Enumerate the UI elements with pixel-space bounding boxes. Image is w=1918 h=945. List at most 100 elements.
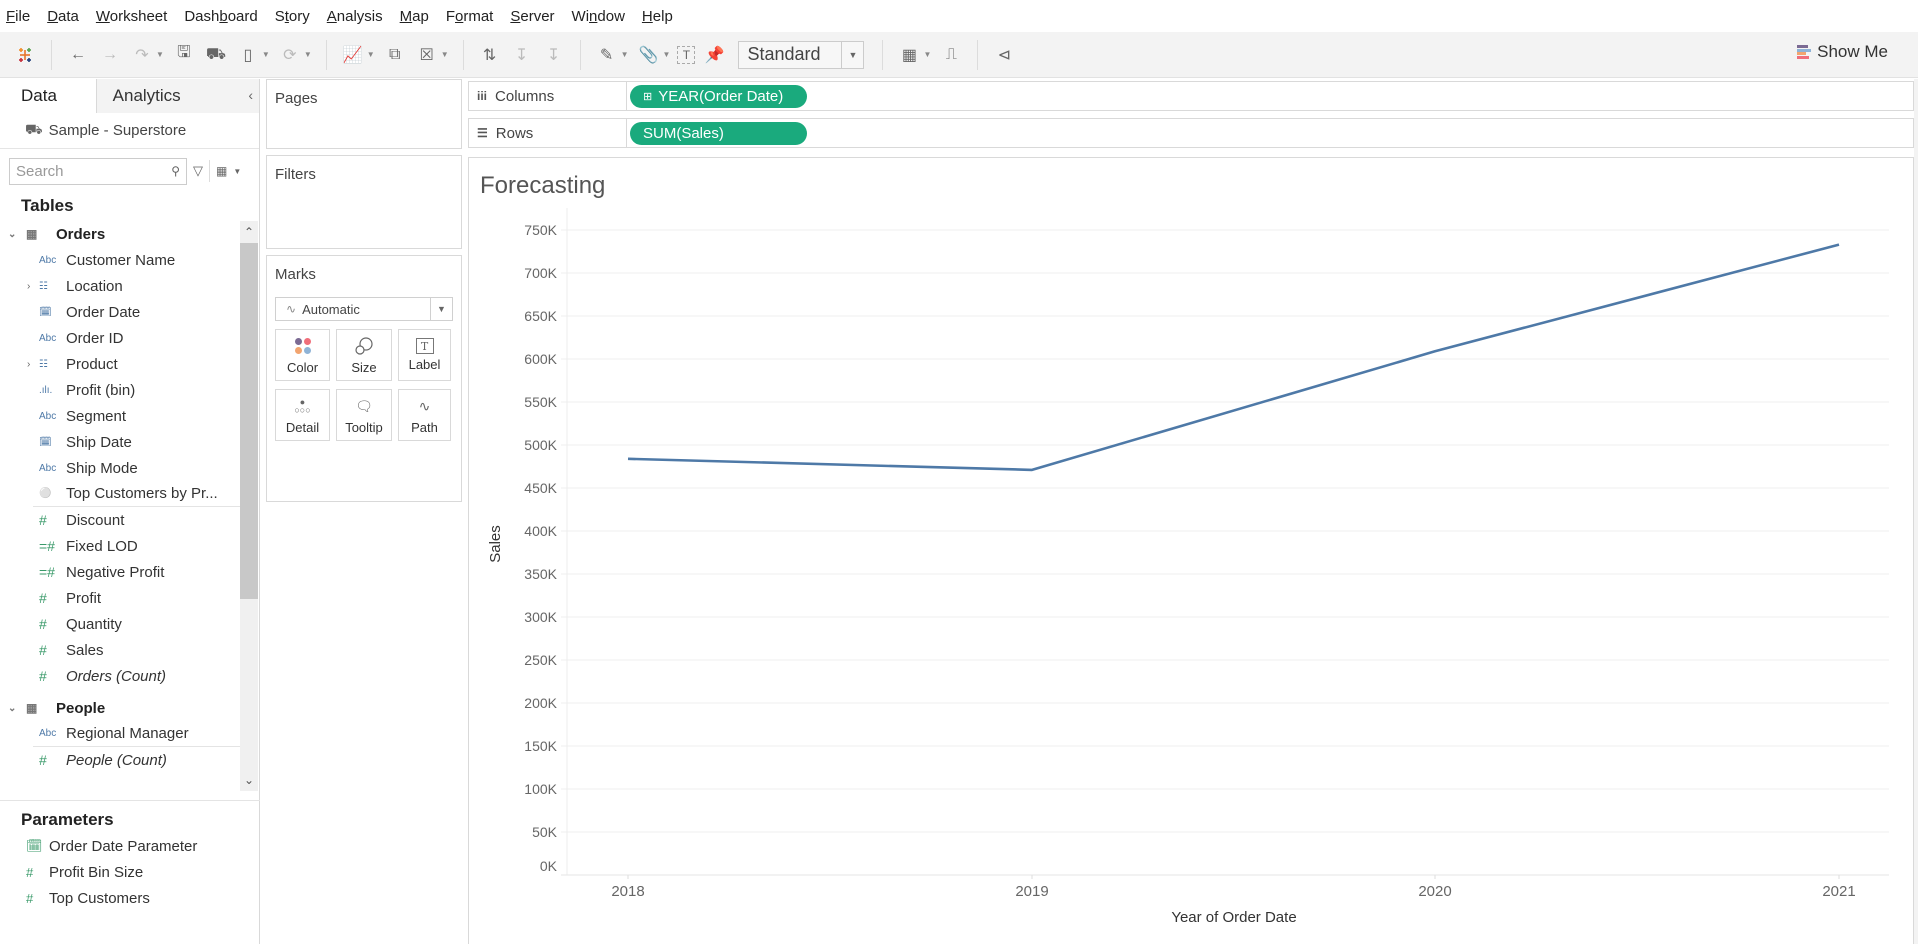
new-worksheet-icon[interactable]: 📈 — [342, 46, 363, 64]
menu-format[interactable]: Format — [445, 7, 494, 25]
field-item[interactable]: # Quantity — [0, 611, 240, 637]
scroll-thumb[interactable] — [240, 243, 258, 599]
refresh-dropdown-icon[interactable]: ▼ — [303, 50, 312, 59]
sort-ascending-icon[interactable]: ↧ — [514, 46, 529, 64]
field-item[interactable]: # People (Count) — [0, 747, 240, 773]
group-dropdown-icon[interactable]: ▼ — [662, 50, 671, 59]
menu-file[interactable]: File — [6, 7, 31, 25]
table-orders[interactable]: ⌄ ▦ Orders — [0, 221, 240, 247]
menu-map[interactable]: Map — [399, 7, 429, 25]
field-list-scrollbar[interactable]: ⌃ ⌄ — [240, 221, 258, 791]
chevron-right-icon[interactable]: › — [27, 358, 31, 370]
collapse-pane-icon[interactable]: ‹ — [248, 87, 253, 103]
mark-type-select[interactable]: ∿ Automatic ▼ — [275, 297, 453, 321]
view-list-icon[interactable]: ▦ — [216, 164, 228, 178]
label-button[interactable]: T Label — [398, 329, 451, 381]
menu-worksheet[interactable]: Worksheet — [95, 7, 168, 25]
new-worksheet-dropdown-icon[interactable]: ▼ — [366, 50, 375, 59]
field-item[interactable]: Abc Ship Mode — [0, 455, 240, 481]
viz-canvas[interactable]: Forecasting 0K 50K 100K 150K 200K 250K 300K 350… — [468, 157, 1914, 944]
undo-icon[interactable]: ← — [70, 45, 86, 63]
size-button[interactable]: Size — [336, 329, 392, 381]
menu-dashboard[interactable]: Dashboard — [184, 7, 258, 25]
clear-dropdown-icon[interactable]: ▼ — [440, 50, 449, 59]
tooltip-button[interactable]: 🗨 Tooltip — [336, 389, 392, 441]
swap-rows-columns-icon[interactable]: ⇅ — [482, 46, 497, 64]
highlight-icon[interactable]: ✎ — [599, 46, 614, 64]
rows-shelf[interactable]: ☰ Rows SUM(Sales) — [468, 118, 1914, 148]
menu-server[interactable]: Server — [510, 7, 555, 25]
duplicate-sheet-icon[interactable]: ⧉ — [388, 45, 401, 63]
expand-plus-icon[interactable]: ⊞ — [643, 90, 653, 103]
save-icon[interactable]: 🖫 — [177, 44, 191, 61]
share-icon[interactable]: ⊲ — [997, 46, 1012, 64]
field-item[interactable]: ⚪ Top Customers by Pr... — [33, 481, 240, 507]
datasource-item[interactable]: ⛟ Sample - Superstore — [0, 113, 259, 149]
chevron-down-icon[interactable]: ⌄ — [8, 702, 17, 714]
tab-analytics[interactable]: Analytics — [95, 79, 259, 113]
color-button[interactable]: Color — [275, 329, 330, 381]
sort-descending-icon[interactable]: ↧ — [546, 46, 561, 64]
parameter-item[interactable]: # Top Customers — [0, 885, 260, 911]
columns-shelf[interactable]: iii Columns ⊞ YEAR(Order Date) — [468, 81, 1914, 111]
tab-data[interactable]: Data — [0, 79, 96, 113]
scroll-down-icon[interactable]: ⌄ — [243, 773, 255, 787]
replay-dropdown-icon[interactable]: ▼ — [156, 50, 164, 59]
pause-updates-icon[interactable]: ▯ — [243, 46, 253, 64]
sales-line[interactable] — [627, 243, 1840, 472]
group-members-icon[interactable]: 📎 — [638, 46, 659, 64]
search-input[interactable]: Search ⚲ — [9, 157, 187, 185]
parameter-item[interactable]: 🗓 Order Date Parameter — [0, 833, 260, 859]
show-cards-icon[interactable]: ▦ — [901, 46, 918, 64]
chevron-right-icon[interactable]: › — [27, 280, 31, 292]
field-item[interactable]: =# Fixed LOD — [0, 533, 240, 559]
field-item[interactable]: 🗓 Order Date — [0, 299, 240, 325]
parameter-item[interactable]: # Profit Bin Size — [0, 859, 260, 885]
columns-pill-year-order-date[interactable]: ⊞ YEAR(Order Date) — [630, 84, 807, 108]
menu-window[interactable]: Window — [571, 7, 625, 25]
field-item[interactable]: Abc Order ID — [0, 325, 240, 351]
field-item[interactable]: 🗓 Ship Date — [0, 429, 240, 455]
filter-icon[interactable]: ▽ — [193, 163, 203, 178]
rows-pill-sum-sales[interactable]: SUM(Sales) — [630, 121, 807, 145]
pause-dropdown-icon[interactable]: ▼ — [261, 50, 270, 59]
field-item[interactable]: › ☷ Location — [0, 273, 240, 299]
show-mark-labels-icon[interactable]: T — [677, 45, 696, 64]
field-item[interactable]: .ılı. Profit (bin) — [0, 377, 240, 403]
refresh-icon[interactable]: ⟳ — [283, 46, 297, 64]
field-item[interactable]: =# Negative Profit — [0, 559, 240, 585]
fit-select[interactable]: Standard ▼ — [738, 40, 865, 69]
field-item[interactable]: Abc Customer Name — [0, 247, 240, 273]
chevron-down-icon[interactable]: ▼ — [233, 166, 242, 176]
field-item[interactable]: Abc Segment — [0, 403, 240, 429]
scroll-up-icon[interactable]: ⌃ — [243, 225, 255, 239]
chevron-down-icon[interactable]: ▼ — [841, 41, 863, 68]
filters-card[interactable]: Filters — [266, 155, 462, 249]
highlight-dropdown-icon[interactable]: ▼ — [620, 50, 629, 59]
field-item[interactable]: # Sales — [0, 637, 240, 663]
replay-icon[interactable]: ↷ — [135, 46, 149, 64]
menu-analysis[interactable]: Analysis — [326, 7, 383, 25]
presentation-mode-icon[interactable]: ⎍ — [945, 45, 957, 63]
line-chart[interactable]: 0K 50K 100K 150K 200K 250K 300K 350K 400K 450K 500… — [469, 158, 1915, 945]
clear-sheet-icon[interactable]: ☒ — [419, 46, 434, 64]
x-axis-title[interactable]: Year of Order Date — [1171, 909, 1296, 926]
menu-help[interactable]: Help — [641, 7, 673, 25]
path-button[interactable]: ∿ Path — [398, 389, 451, 441]
menu-data[interactable]: Data — [47, 7, 79, 25]
chevron-down-icon[interactable]: ▼ — [430, 298, 452, 320]
tableau-logo-icon[interactable] — [12, 42, 38, 68]
field-item[interactable]: Abc Regional Manager — [33, 721, 240, 747]
field-item[interactable]: # Profit — [0, 585, 240, 611]
redo-icon[interactable]: → — [102, 45, 118, 63]
chevron-down-icon[interactable]: ⌄ — [8, 228, 17, 240]
field-item[interactable]: # Orders (Count) — [0, 663, 240, 689]
show-me-button[interactable]: Show Me — [1797, 42, 1888, 62]
detail-button[interactable]: ● ○○○ Detail — [275, 389, 330, 441]
pages-card[interactable]: Pages — [266, 79, 462, 149]
field-item[interactable]: # Discount — [0, 507, 240, 533]
worksheet-title[interactable]: Forecasting — [480, 172, 606, 199]
y-axis-title[interactable]: Sales — [487, 525, 504, 563]
pin-axes-icon[interactable]: 📌 — [704, 46, 725, 64]
field-item[interactable]: › ☷ Product — [0, 351, 240, 377]
